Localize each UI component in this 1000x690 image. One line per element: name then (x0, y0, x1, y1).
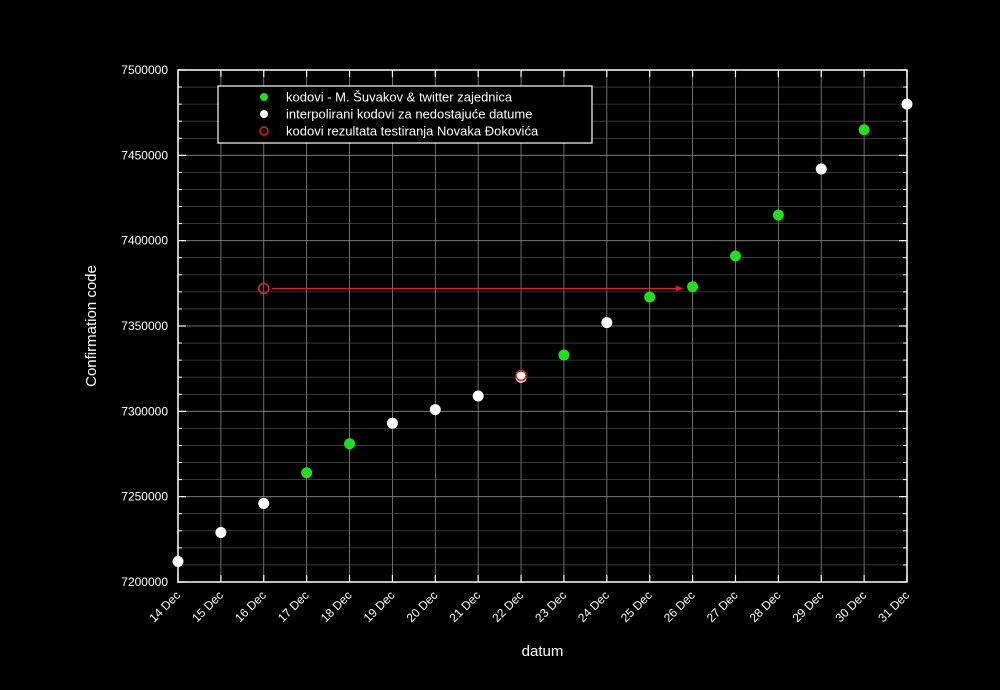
data-point (429, 404, 441, 416)
y-tick-label: 7250000 (121, 490, 168, 504)
legend-marker (260, 110, 268, 118)
data-point (815, 163, 827, 175)
x-tick-label: 17 Dec (275, 588, 312, 625)
data-point (172, 556, 184, 568)
y-tick-label: 7500000 (121, 63, 168, 77)
x-axis-label: datum (522, 643, 564, 660)
grid (177, 69, 908, 583)
data-point (344, 438, 356, 450)
y-tick-label: 7300000 (121, 404, 168, 418)
x-tick-label: 14 Dec (146, 588, 183, 625)
data-point (772, 209, 784, 221)
data-point (386, 417, 398, 429)
x-tick-label: 27 Dec (704, 588, 741, 625)
x-tick-label: 18 Dec (318, 588, 355, 625)
y-tick-label: 7400000 (121, 234, 168, 248)
data-point (858, 124, 870, 136)
data-point (258, 497, 270, 509)
x-tick-label: 30 Dec (832, 588, 869, 625)
x-tick-label: 24 Dec (575, 588, 612, 625)
legend-label: kodovi rezultata testiranja Novaka Đokov… (286, 124, 539, 139)
y-tick-label: 7350000 (121, 319, 168, 333)
x-tick-label: 16 Dec (232, 588, 269, 625)
legend-label: interpolirani kodovi za nedostajuće datu… (286, 107, 532, 122)
data-point (301, 467, 313, 479)
x-tick-label: 29 Dec (790, 588, 827, 625)
legend-marker (259, 126, 269, 136)
data-point (515, 369, 527, 382)
axis-ticks: 14 Dec 15 Dec 16 Dec 17 Dec 18 Dec 19 Dec 20 D… (121, 63, 912, 625)
x-tick-label: 28 Dec (747, 588, 784, 625)
legend: kodovi - M. Šuvakov & twitter zajednica i… (217, 85, 593, 144)
legend-marker (260, 93, 268, 101)
data-point (729, 250, 741, 262)
x-tick-label: 23 Dec (532, 588, 569, 625)
x-tick-label: 26 Dec (661, 588, 698, 625)
data-point (472, 390, 484, 402)
y-tick-label: 7450000 (121, 148, 168, 162)
data-point (687, 281, 699, 293)
x-tick-label: 15 Dec (189, 588, 226, 625)
x-tick-label: 19 Dec (361, 588, 398, 625)
legend-label: kodovi - M. Šuvakov & twitter zajednica (286, 90, 513, 105)
legend-box (217, 85, 593, 144)
y-axis-label: Confirmation code (83, 265, 100, 387)
data-point (901, 98, 913, 110)
data-point (558, 349, 570, 361)
data-points (172, 98, 913, 568)
x-tick-label: 21 Dec (447, 588, 484, 625)
x-tick-label: 22 Dec (489, 588, 526, 625)
x-tick-label: 20 Dec (404, 588, 441, 625)
data-point (215, 527, 227, 539)
data-point (601, 317, 613, 329)
x-tick-label: 31 Dec (875, 588, 912, 625)
data-point (644, 291, 656, 303)
data-point (257, 282, 270, 295)
y-tick-label: 7200000 (121, 575, 168, 589)
x-tick-label: 25 Dec (618, 588, 655, 625)
